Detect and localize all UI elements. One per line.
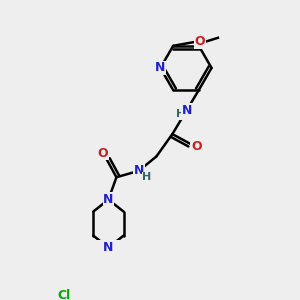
Text: H: H: [176, 109, 185, 119]
Text: N: N: [155, 61, 166, 74]
Text: O: O: [191, 140, 202, 153]
Text: Cl: Cl: [57, 289, 70, 300]
Text: O: O: [98, 147, 108, 160]
Text: N: N: [134, 164, 144, 177]
Text: O: O: [194, 35, 205, 48]
Text: N: N: [182, 103, 192, 117]
Text: N: N: [103, 241, 114, 254]
Text: H: H: [142, 172, 152, 182]
Text: N: N: [103, 193, 114, 206]
